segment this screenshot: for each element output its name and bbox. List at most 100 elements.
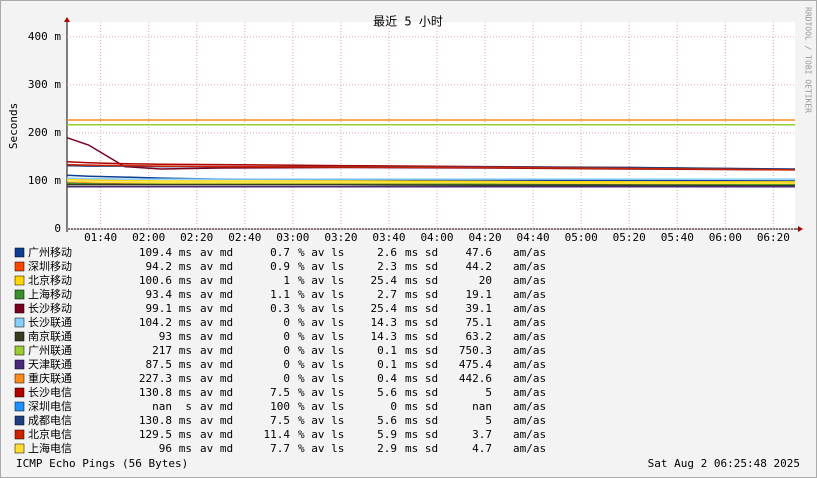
legend-loss: 7.7 xyxy=(270,442,290,455)
y-tick-label: 200 m xyxy=(28,126,61,139)
legend-name: 长沙联通 xyxy=(28,316,72,329)
legend-ratio: 20 xyxy=(479,274,492,287)
legend-median: 217 xyxy=(152,344,172,357)
legend-swatch xyxy=(14,289,25,300)
legend-ratio: 442.6 xyxy=(459,372,492,385)
legend-loss-label: % av ls xyxy=(298,442,344,455)
legend-loss: 0 xyxy=(283,372,290,385)
legend-swatch xyxy=(14,401,25,412)
legend-ratio-label: am/as xyxy=(513,302,546,315)
x-tick-label: 05:00 xyxy=(565,231,598,244)
legend-loss: 1.1 xyxy=(270,288,290,301)
legend-md: av md xyxy=(200,260,233,273)
legend-loss-label: % av ls xyxy=(298,288,344,301)
legend-unit: ms xyxy=(179,302,192,315)
legend-unit: ms xyxy=(179,442,192,455)
legend-ratio-label: am/as xyxy=(513,288,546,301)
y-tick-label: 100 m xyxy=(28,174,61,187)
legend-swatch xyxy=(14,275,25,286)
legend-sd: 5.6 xyxy=(377,414,397,427)
legend-name: 北京移动 xyxy=(28,273,72,287)
legend-name: 深圳移动 xyxy=(28,260,72,273)
legend-md: av md xyxy=(200,316,233,329)
legend-swatch xyxy=(14,345,25,356)
legend-sd: 5.6 xyxy=(377,386,397,399)
legend-name: 重庆联通 xyxy=(28,371,72,385)
x-tick-label: 05:20 xyxy=(613,231,646,244)
watermark: RRDTOOL / TOBI OETIKER xyxy=(804,7,813,113)
legend-median: 109.4 xyxy=(139,246,172,259)
legend-md: av md xyxy=(200,386,233,399)
legend-ratio: 750.3 xyxy=(459,344,492,357)
x-tick-label: 03:40 xyxy=(372,231,405,244)
legend-name: 成都电信 xyxy=(28,414,72,427)
legend-loss: 0.9 xyxy=(270,260,290,273)
legend-md: av md xyxy=(200,302,233,315)
footer-left: ICMP Echo Pings (56 Bytes) xyxy=(16,457,188,470)
legend-unit: s xyxy=(185,400,192,413)
x-tick-label: 04:20 xyxy=(468,231,501,244)
legend-loss-label: % av ls xyxy=(298,246,344,259)
legend-unit: ms xyxy=(179,260,192,273)
legend-swatch xyxy=(14,359,25,370)
legend-sd-label: ms sd xyxy=(405,274,438,287)
legend-name: 广州移动 xyxy=(28,246,72,259)
legend-sd-label: ms sd xyxy=(405,316,438,329)
legend-ratio-label: am/as xyxy=(513,358,546,371)
x-tick-label: 02:40 xyxy=(228,231,261,244)
x-tick-label: 04:00 xyxy=(420,231,453,244)
legend-swatch xyxy=(14,247,25,258)
legend-loss: 1 xyxy=(283,274,290,287)
y-tick-label: 0 xyxy=(54,222,61,235)
legend-name: 北京电信 xyxy=(28,427,72,441)
legend-swatch xyxy=(14,303,25,314)
y-tick-label: 300 m xyxy=(28,78,61,91)
legend-ratio-label: am/as xyxy=(513,386,546,399)
legend-ratio: 47.6 xyxy=(466,246,493,259)
legend-sd-label: ms sd xyxy=(405,260,438,273)
legend-md: av md xyxy=(200,288,233,301)
legend-unit: ms xyxy=(179,288,192,301)
legend-name: 长沙移动 xyxy=(28,302,72,315)
legend-ratio-label: am/as xyxy=(513,400,546,413)
legend-loss-label: % av ls xyxy=(298,260,344,273)
legend-md: av md xyxy=(200,428,233,441)
legend-loss-label: % av ls xyxy=(298,316,344,329)
legend-median: 227.3 xyxy=(139,372,172,385)
x-tick-label: 03:00 xyxy=(276,231,309,244)
legend-sd-label: ms sd xyxy=(405,330,438,343)
legend-ratio-label: am/as xyxy=(513,274,546,287)
y-axis-label: Seconds xyxy=(7,103,20,149)
legend-loss-label: % av ls xyxy=(298,372,344,385)
legend-sd-label: ms sd xyxy=(405,372,438,385)
legend-swatch xyxy=(14,415,25,426)
legend-loss-label: % av ls xyxy=(298,400,344,413)
series-line xyxy=(66,180,795,185)
legend-sd-label: ms sd xyxy=(405,428,438,441)
legend-unit: ms xyxy=(179,428,192,441)
legend-loss: 0.7 xyxy=(270,246,290,259)
legend-ratio-label: am/as xyxy=(513,344,546,357)
legend-swatch xyxy=(14,317,25,328)
legend-loss-label: % av ls xyxy=(298,330,344,343)
legend-loss: 11.4 xyxy=(264,428,291,441)
legend-unit: ms xyxy=(179,358,192,371)
legend-name: 天津联通 xyxy=(28,358,72,371)
legend-ratio: 5 xyxy=(485,386,492,399)
series-line xyxy=(66,178,795,183)
legend-loss-label: % av ls xyxy=(298,274,344,287)
legend-loss-label: % av ls xyxy=(298,344,344,357)
series-line xyxy=(66,177,795,180)
legend-ratio: 5 xyxy=(485,414,492,427)
legend-swatch xyxy=(14,331,25,342)
y-tick-label: 400 m xyxy=(28,30,61,43)
legend-name: 上海电信 xyxy=(28,441,72,455)
legend-md: av md xyxy=(200,344,233,357)
legend-sd-label: ms sd xyxy=(405,358,438,371)
legend-median: 96 xyxy=(159,442,172,455)
legend-ratio: 39.1 xyxy=(466,302,493,315)
legend-ratio-label: am/as xyxy=(513,428,546,441)
legend-ratio: 3.7 xyxy=(472,428,492,441)
x-tick-label: 01:40 xyxy=(84,231,117,244)
legend-md: av md xyxy=(200,414,233,427)
